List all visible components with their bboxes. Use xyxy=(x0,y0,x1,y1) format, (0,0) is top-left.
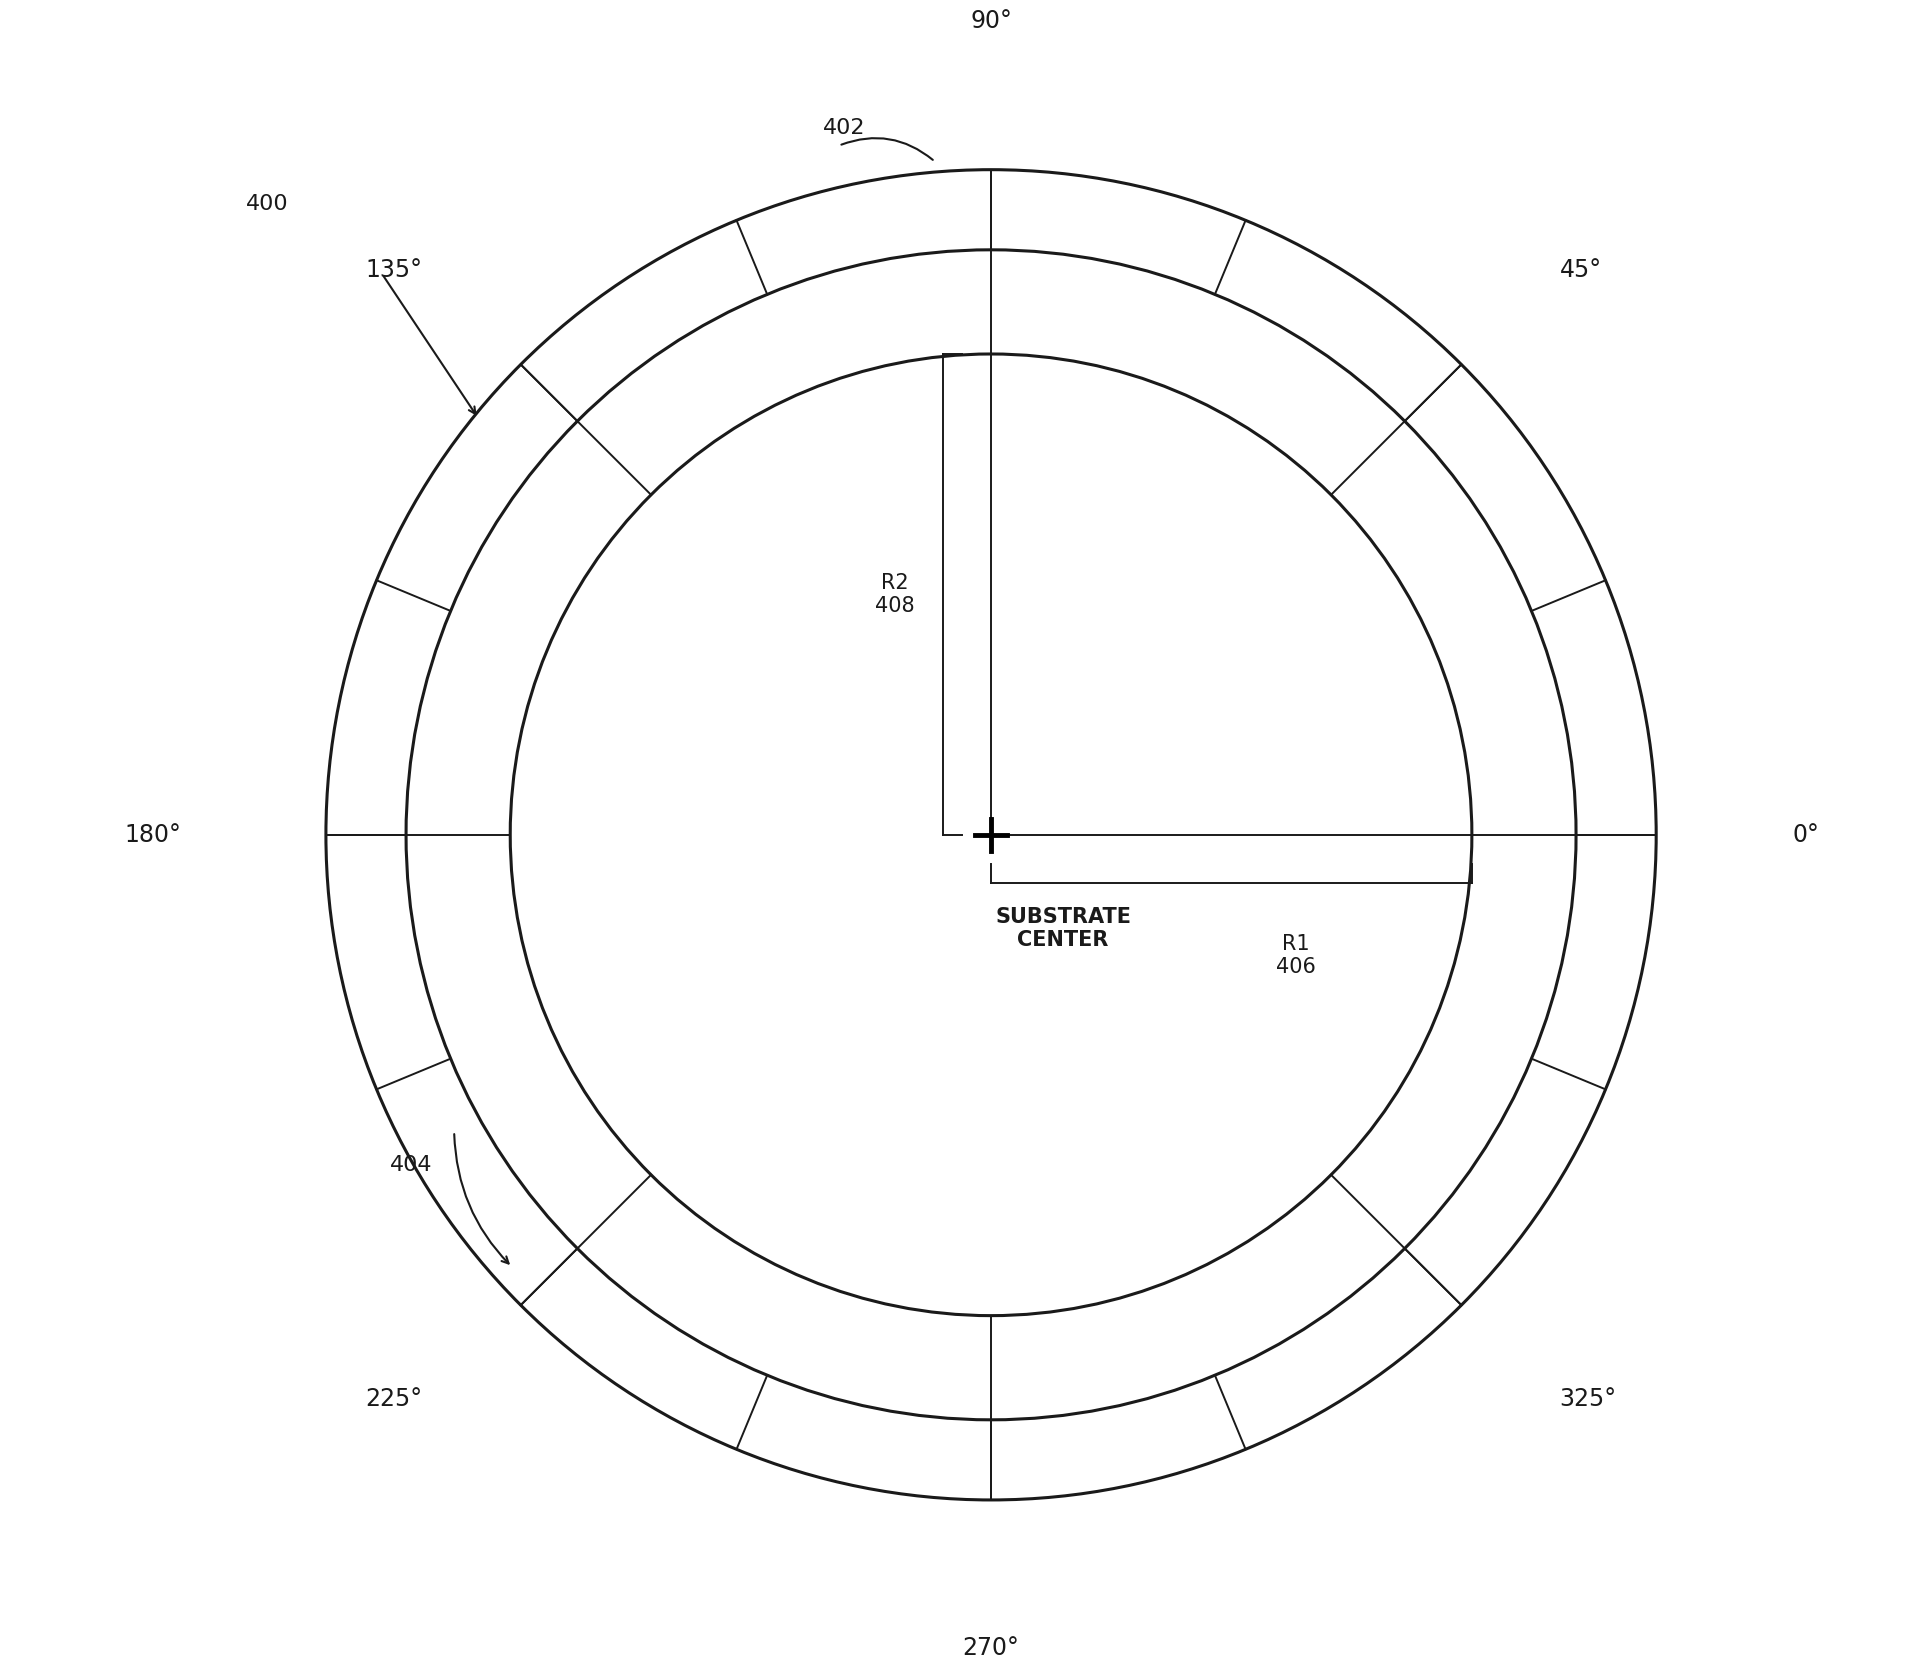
Text: 225°: 225° xyxy=(366,1387,422,1412)
Text: SUBSTRATE
CENTER: SUBSTRATE CENTER xyxy=(995,907,1132,950)
Text: R2
408: R2 408 xyxy=(875,573,915,616)
Text: 400: 400 xyxy=(246,194,288,213)
Text: 402: 402 xyxy=(823,118,865,137)
Text: 404: 404 xyxy=(389,1155,433,1175)
Text: 135°: 135° xyxy=(366,258,422,283)
Text: 0°: 0° xyxy=(1793,823,1820,847)
Text: 325°: 325° xyxy=(1559,1387,1617,1412)
Text: 45°: 45° xyxy=(1559,258,1602,283)
Text: 270°: 270° xyxy=(963,1637,1020,1655)
Text: 90°: 90° xyxy=(971,10,1013,33)
Text: 180°: 180° xyxy=(125,823,182,847)
Text: R1
406: R1 406 xyxy=(1275,933,1316,978)
